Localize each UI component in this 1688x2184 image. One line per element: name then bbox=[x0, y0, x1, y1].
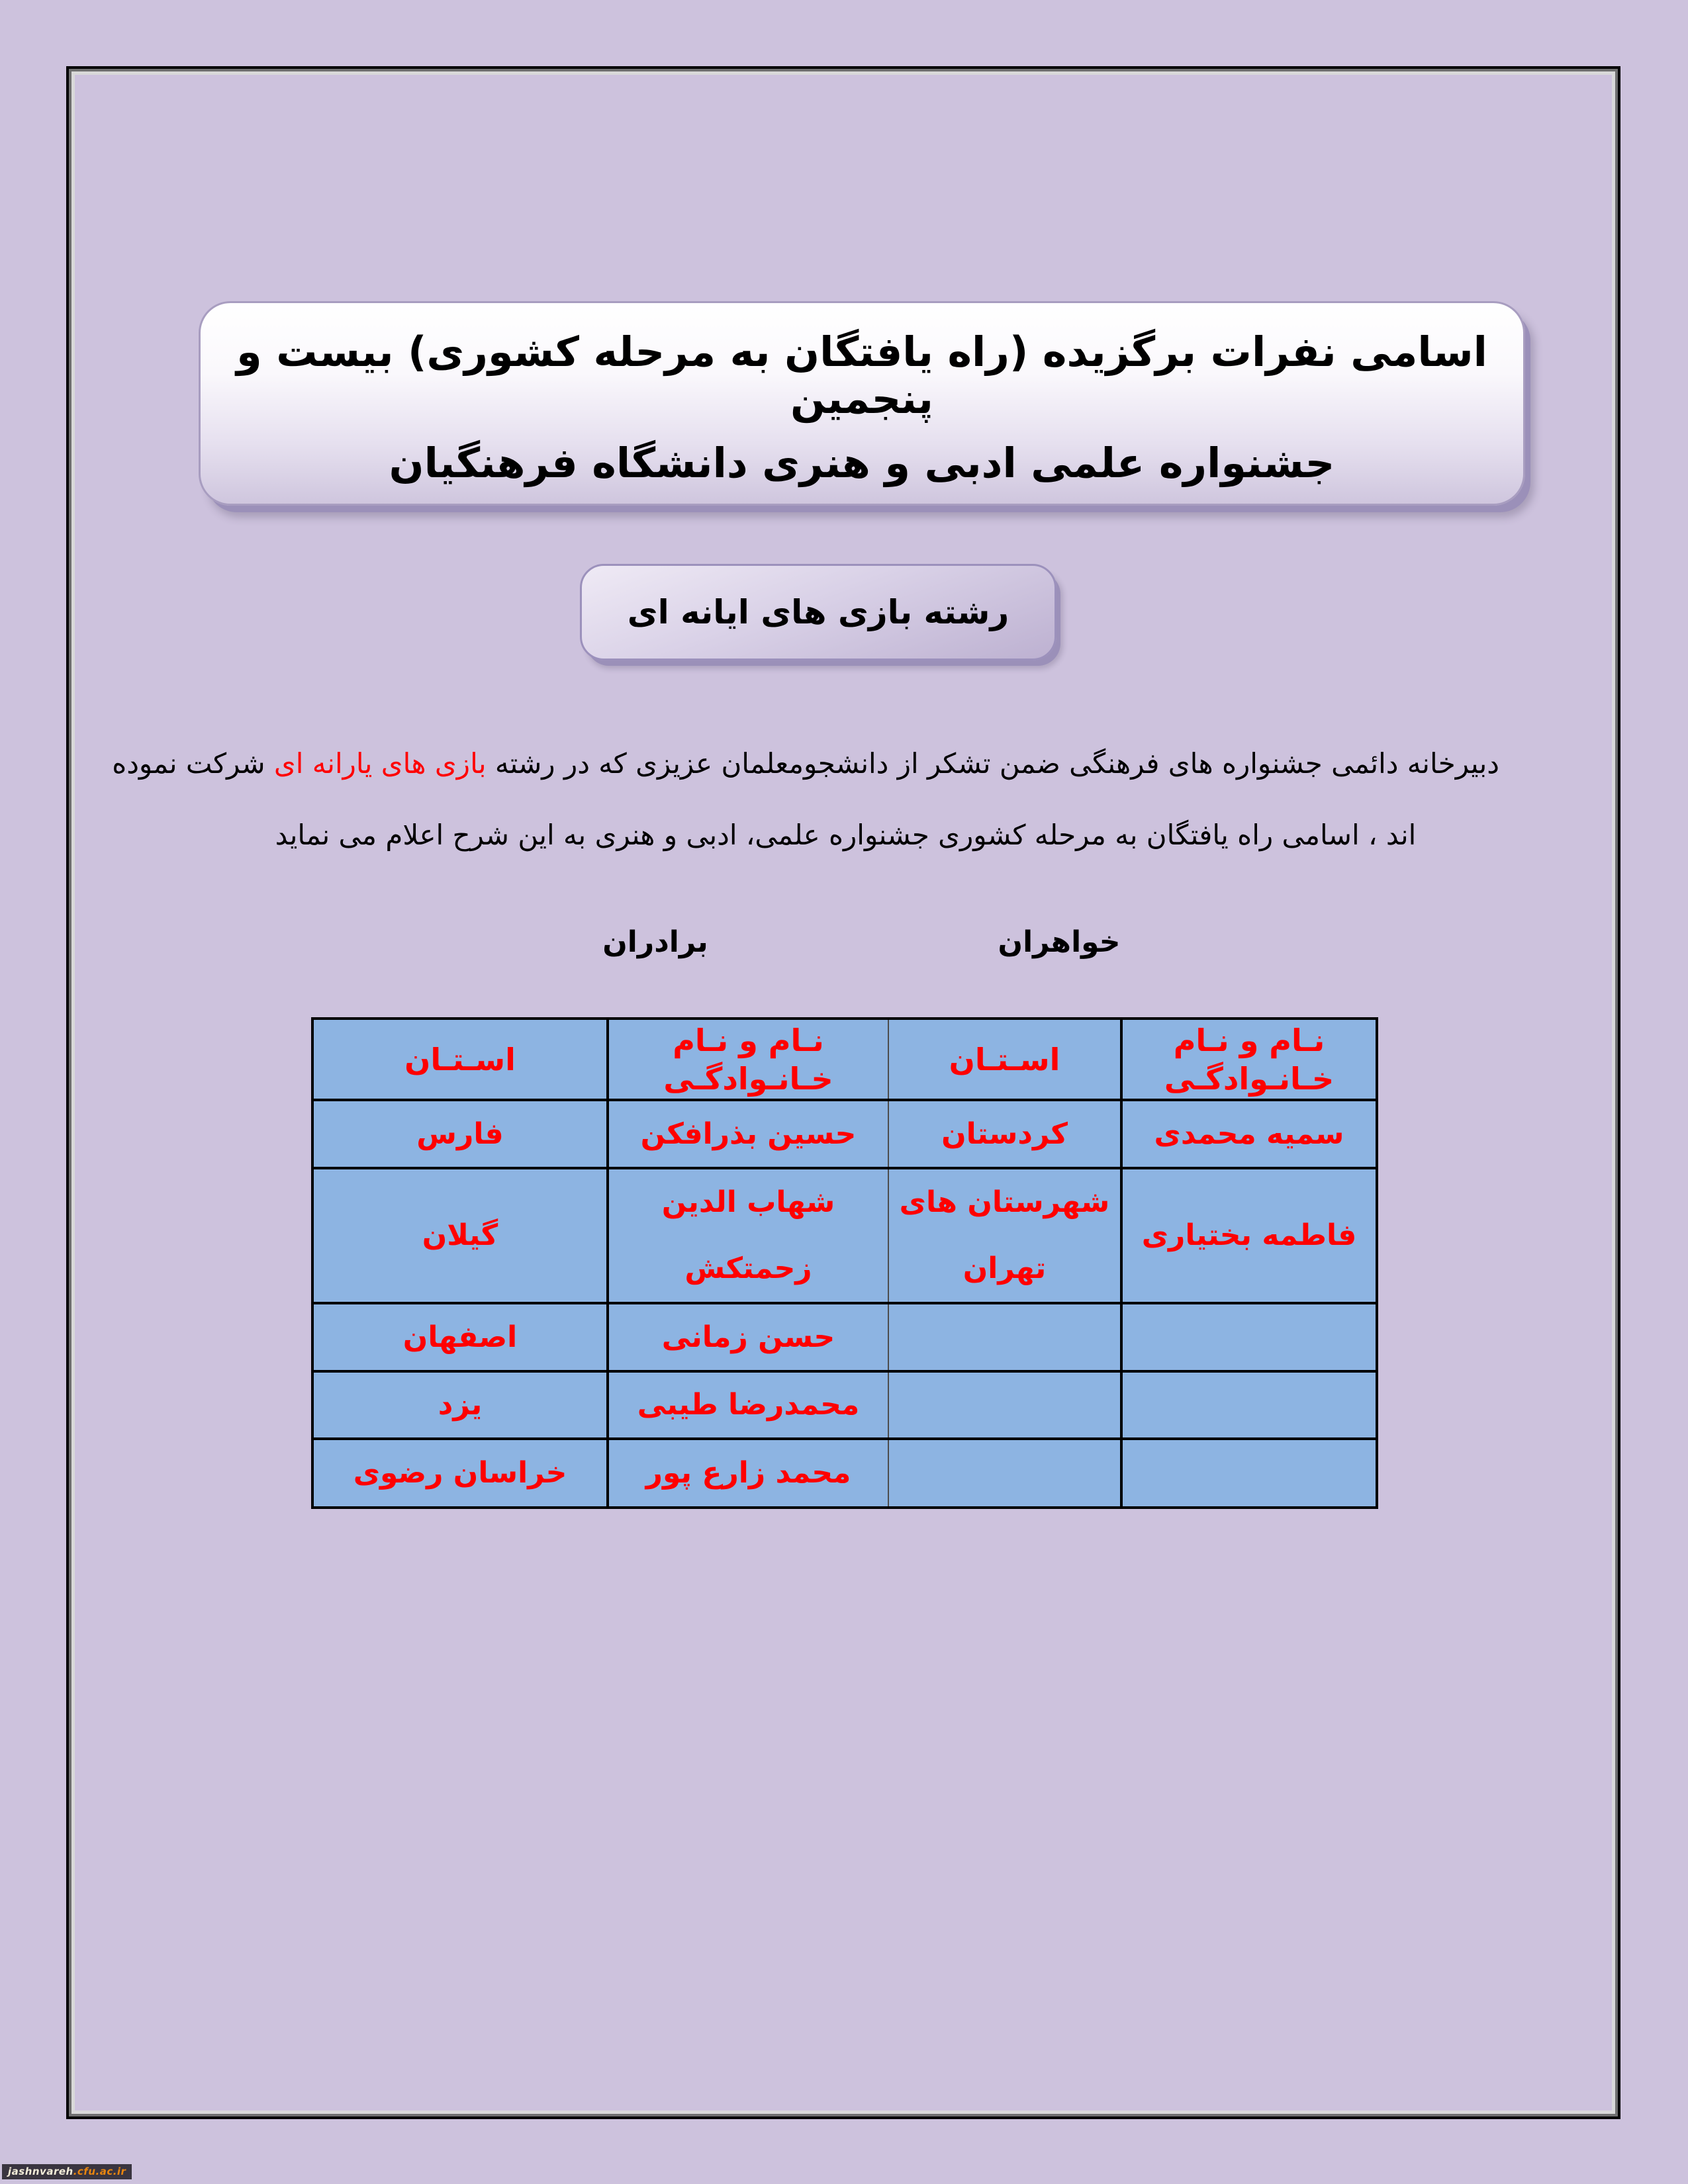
table-cell-sister_province: کردستان bbox=[888, 1099, 1123, 1169]
table-cell-brother_province: فارس bbox=[311, 1099, 609, 1169]
table-row: حسن زمانی اصفهان bbox=[311, 1302, 1378, 1373]
table-header-row: نـام و نـام خـانـوادگـی اسـتـان نـام و ن… bbox=[311, 1017, 1378, 1101]
table-cell-sister_province bbox=[888, 1437, 1123, 1509]
table-cell-brother_name: شهاب الدین زحمتکش bbox=[606, 1167, 889, 1304]
table-cell-sister_name: سمیه محمدی bbox=[1120, 1099, 1378, 1169]
watermark-site: jashnvareh bbox=[8, 2165, 73, 2177]
table-cell-brother_name: حسن زمانی bbox=[606, 1302, 889, 1373]
header-sister-name: نـام و نـام خـانـوادگـی bbox=[1120, 1017, 1378, 1101]
header-brother-name: نـام و نـام خـانـوادگـی bbox=[606, 1017, 889, 1101]
watermark-domain: .cfu.ac.ir bbox=[73, 2165, 126, 2177]
table-cell-sister_province bbox=[888, 1370, 1123, 1440]
table-cell-brother_name: حسین بذرافکن bbox=[606, 1099, 889, 1169]
intro-paragraph: دبیرخانه دائمی جشنواره های فرهنگی ضمن تش… bbox=[112, 743, 1499, 856]
title-banner: اسامی نفرات برگزیده (راه یافتگان به مرحل… bbox=[199, 301, 1525, 506]
intro-highlight: بازی های یارانه ای bbox=[273, 747, 487, 780]
table-row: محمد زارع پور خراسان رضوی bbox=[311, 1437, 1378, 1509]
table-cell-sister_province: شهرستان های تهران bbox=[888, 1167, 1123, 1304]
winners-table: نـام و نـام خـانـوادگـی اسـتـان نـام و ن… bbox=[311, 1017, 1378, 1509]
header-brother-province: اسـتـان bbox=[311, 1017, 609, 1101]
table-cell-brother_province: یزد bbox=[311, 1370, 609, 1440]
table-cell-brother_province: خراسان رضوی bbox=[311, 1437, 609, 1509]
table-cell-brother_province: اصفهان bbox=[311, 1302, 609, 1373]
table-cell-sister_name bbox=[1120, 1437, 1378, 1509]
table-cell-brother_province: گیلان bbox=[311, 1167, 609, 1304]
brothers-label: برادران bbox=[602, 925, 708, 959]
table-cell-sister_name bbox=[1120, 1302, 1378, 1373]
header-sister-province: اسـتـان bbox=[888, 1017, 1123, 1101]
intro-line-1: دبیرخانه دائمی جشنواره های فرهنگی ضمن تش… bbox=[112, 743, 1499, 785]
page-border-frame bbox=[66, 66, 1620, 2119]
intro-text-end: شرکت نموده bbox=[112, 747, 274, 780]
title-line-1: اسامی نفرات برگزیده (راه یافتگان به مرحل… bbox=[236, 328, 1487, 424]
intro-text-start: دبیرخانه دائمی جشنواره های فرهنگی ضمن تش… bbox=[486, 747, 1499, 780]
table-row: فاطمه بختیاری شهرستان های تهران شهاب الدین… bbox=[311, 1167, 1378, 1304]
table-cell-sister_name bbox=[1120, 1370, 1378, 1440]
table-cell-sister_name: فاطمه بختیاری bbox=[1120, 1167, 1378, 1304]
table-cell-sister_province bbox=[888, 1302, 1123, 1373]
watermark: jashnvareh.cfu.ac.ir bbox=[2, 2164, 132, 2179]
table-cell-brother_name: محمدرضا طیبی bbox=[606, 1370, 889, 1440]
sisters-label: خواهران bbox=[998, 925, 1121, 959]
table-cell-brother_name: محمد زارع پور bbox=[606, 1437, 889, 1509]
intro-line-2: اند ، اسامی راه یافتگان به مرحله کشوری ج… bbox=[275, 819, 1417, 851]
title-line-2: جشنواره علمی ادبی و هنری دانشگاه فرهنگیا… bbox=[389, 438, 1335, 487]
category-banner: رشته بازی های ایانه ای bbox=[580, 564, 1056, 660]
table-row: سمیه محمدی کردستان حسین بذرافکن فارس bbox=[311, 1099, 1378, 1169]
category-label: رشته بازی های ایانه ای bbox=[627, 593, 1009, 631]
table-row: محمدرضا طیبی یزد bbox=[311, 1370, 1378, 1440]
